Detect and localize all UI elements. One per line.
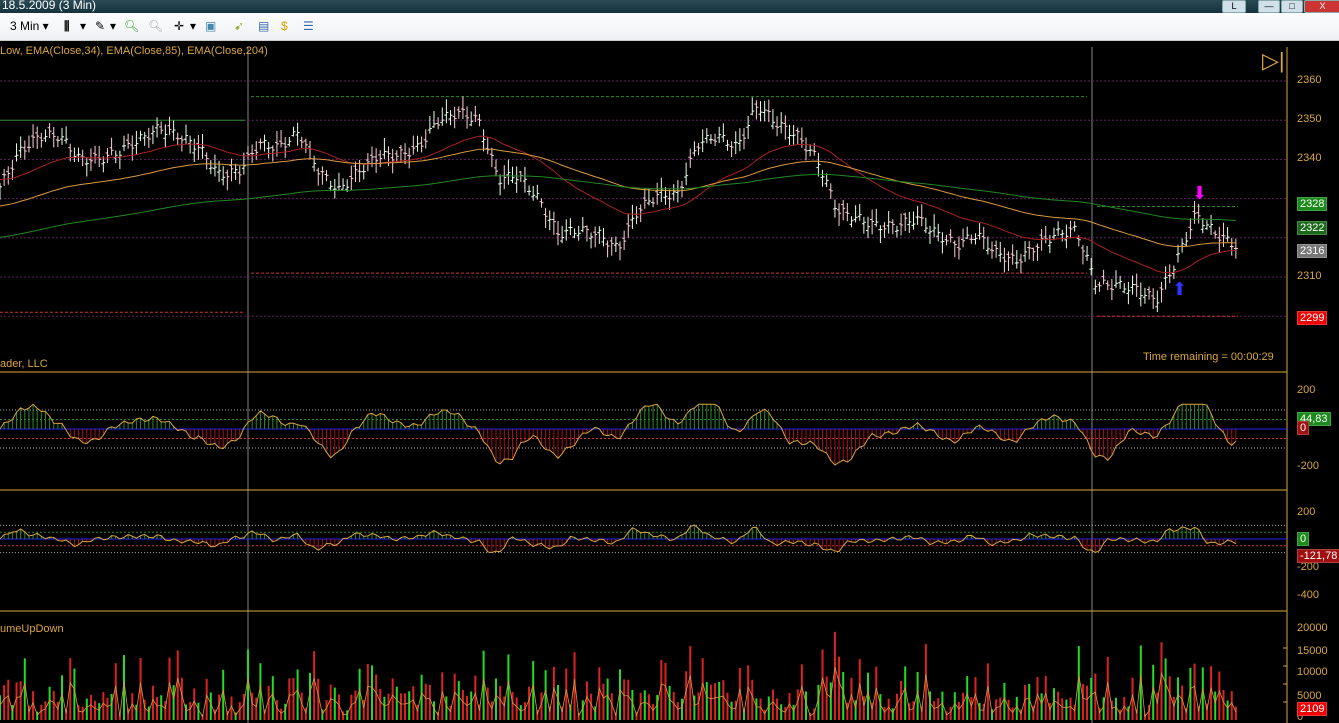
pencil-icon[interactable]: ✎ xyxy=(95,19,106,33)
link-button[interactable]: L xyxy=(1222,0,1246,13)
time-remaining: Time remaining = 00:00:29 xyxy=(1143,351,1274,363)
volume-axis-tick: 5000 xyxy=(1297,690,1322,702)
volume-axis-tick: 10000 xyxy=(1297,666,1328,678)
ema85-line xyxy=(0,148,1236,248)
close-button[interactable]: X xyxy=(1304,0,1339,13)
scroll-to-end-icon[interactable]: ▷| xyxy=(1262,48,1285,73)
chart-area[interactable]: ⬇⬆ xyxy=(0,41,1339,723)
indicator-icon[interactable]: ▤ xyxy=(258,19,270,33)
sell-arrow-icon: ⬇ xyxy=(1192,183,1207,203)
osc2-signal-line xyxy=(0,524,1237,554)
minimize-button[interactable]: — xyxy=(1258,0,1280,13)
zoom-in-icon[interactable]: 🔍︎ xyxy=(124,19,140,33)
bar-style-icon[interactable]: ⫼ xyxy=(64,19,70,33)
volume-label: umeUpDown xyxy=(0,623,64,635)
bar-style-dropdown[interactable]: ▾ xyxy=(80,19,87,33)
price-axis-tick: 2350 xyxy=(1297,113,1322,125)
ema34-line xyxy=(0,135,1236,274)
title-bar: 18.5.2009 (3 Min) L — □ X xyxy=(0,0,1339,13)
osc1-zero-marker: 0 xyxy=(1297,421,1310,435)
volume-value-marker: 2109 xyxy=(1297,702,1328,716)
zoom-out-icon[interactable]: 🔍︎ xyxy=(148,19,164,33)
last-price-marker: 2316 xyxy=(1297,244,1328,258)
low-marker: 2299 xyxy=(1297,311,1328,325)
data-box-icon[interactable]: ▣ xyxy=(205,19,217,33)
crosshair-dropdown[interactable]: ▾ xyxy=(190,19,197,33)
strategy-icon[interactable]: ➹ xyxy=(234,19,245,33)
volume-average-line xyxy=(0,667,1237,718)
window-title: 18.5.2009 (3 Min) xyxy=(2,0,97,12)
properties-icon[interactable]: ☰ xyxy=(303,19,314,33)
osc2-value-marker: -121,78 xyxy=(1297,549,1339,563)
price-axis-tick: 2310 xyxy=(1297,270,1322,282)
interval-dropdown[interactable]: 3 Min ▾ xyxy=(10,19,49,33)
osc1-signal-line xyxy=(0,403,1237,466)
osc1-axis-tick: -200 xyxy=(1297,460,1320,472)
buy-arrow-icon: ⬆ xyxy=(1172,279,1187,299)
osc1-axis-tick: 200 xyxy=(1297,384,1316,396)
maximize-button[interactable]: □ xyxy=(1281,0,1303,13)
toolbar: 3 Min ▾ ⫼ ▾ ✎ ▾ 🔍︎ 🔍︎ ✛ ▾ ▣ ➹ ▤ $ ☰ xyxy=(0,13,1339,41)
ema204-line xyxy=(0,173,1236,238)
crosshair-icon[interactable]: ✛ xyxy=(174,19,185,33)
ema-marker: 2322 xyxy=(1297,221,1328,235)
volume-axis-tick: 15000 xyxy=(1297,645,1328,657)
price-indicators-label: Low, EMA(Close,34), EMA(Close,85), EMA(C… xyxy=(0,45,268,57)
osc2-zero-marker: 0 xyxy=(1297,532,1310,546)
draw-dropdown[interactable]: ▾ xyxy=(110,19,117,33)
osc2-axis-tick: -400 xyxy=(1297,589,1320,601)
volume-axis-tick: 20000 xyxy=(1297,622,1328,634)
volume-axis-tick: 0 xyxy=(1297,711,1304,723)
high-marker: 2328 xyxy=(1297,197,1328,211)
price-axis-tick: 2360 xyxy=(1297,74,1322,86)
osc1-label: ader, LLC xyxy=(0,358,48,370)
dollar-icon[interactable]: $ xyxy=(281,19,288,33)
price-axis-tick: 2340 xyxy=(1297,152,1322,164)
osc2-axis-tick: -200 xyxy=(1297,561,1320,573)
osc2-axis-tick: 200 xyxy=(1297,506,1316,518)
